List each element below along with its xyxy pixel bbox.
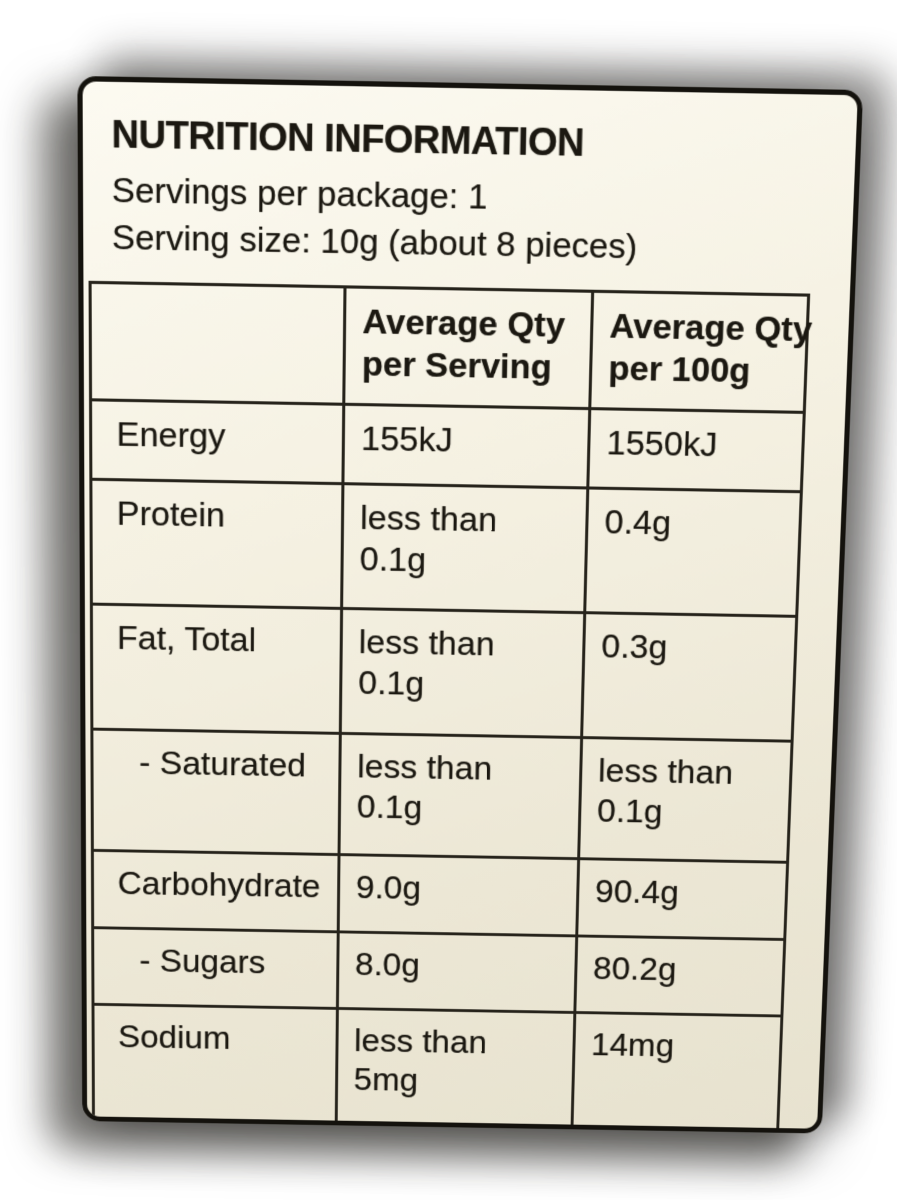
nutrition-table-head: Average Qty per Serving Average Qty per … xyxy=(90,282,813,413)
label-header: NUTRITION INFORMATION Servings per packa… xyxy=(83,81,858,280)
per-serving-cell: 155kJ xyxy=(342,404,590,489)
table-row: Carbohydrate 9.0g 90.4g xyxy=(92,850,788,940)
per-100g-cell: less than 0.1g xyxy=(578,737,793,863)
table-row: - Sugars 8.0g 80.2g xyxy=(92,928,785,1017)
nutrient-cell: - Saturated xyxy=(91,729,341,856)
per-serving-cell: less than 0.1g xyxy=(341,484,588,614)
per-serving-cell: 9.0g xyxy=(338,855,579,937)
per-serving-cell: 8.0g xyxy=(337,932,577,1013)
table-row: - Saturated less than 0.1g less than 0.1g xyxy=(91,729,793,863)
per-100g-cell: 14mg xyxy=(571,1012,782,1134)
per-100g-cell: 1550kJ xyxy=(587,409,805,493)
table-row: Sodium less than 5mg 14mg xyxy=(92,1004,782,1134)
per-100g-cell: 0.3g xyxy=(581,613,797,742)
nutrition-information-title: NUTRITION INFORMATION xyxy=(111,112,585,165)
nutrient-cell: Energy xyxy=(90,400,344,485)
nutrient-cell: Sodium xyxy=(92,1004,338,1130)
column-header-per-serving: Average Qty per Serving xyxy=(343,287,593,410)
table-row: Energy 155kJ 1550kJ xyxy=(90,400,805,493)
nutrition-table: Average Qty per Serving Average Qty per … xyxy=(89,281,813,1134)
column-header-empty xyxy=(90,282,345,405)
table-row: Protein less than 0.1g 0.4g xyxy=(90,479,802,617)
per-100g-cell: 90.4g xyxy=(576,859,788,940)
nutrient-cell: Fat, Total xyxy=(91,604,342,734)
column-header-per-100g: Average Qty per 100g xyxy=(589,291,813,413)
nutrition-label: NUTRITION INFORMATION Servings per packa… xyxy=(77,75,864,1134)
nutrition-table-body: Energy 155kJ 1550kJ Protein less than 0.1g 0.… xyxy=(90,400,805,1134)
per-100g-cell: 0.4g xyxy=(584,488,802,617)
per-serving-cell: less than 0.1g xyxy=(339,733,582,860)
per-serving-cell: less than 5mg xyxy=(336,1008,575,1134)
nutrient-cell: - Sugars xyxy=(92,928,339,1009)
column-header-row: Average Qty per Serving Average Qty per … xyxy=(90,282,813,413)
per-100g-cell: 80.2g xyxy=(574,936,785,1017)
per-serving-cell: less than 0.1g xyxy=(340,608,585,738)
nutrient-cell: Carbohydrate xyxy=(92,850,340,933)
nutrient-cell: Protein xyxy=(90,479,343,609)
table-row: Fat, Total less than 0.1g 0.3g xyxy=(91,604,797,742)
